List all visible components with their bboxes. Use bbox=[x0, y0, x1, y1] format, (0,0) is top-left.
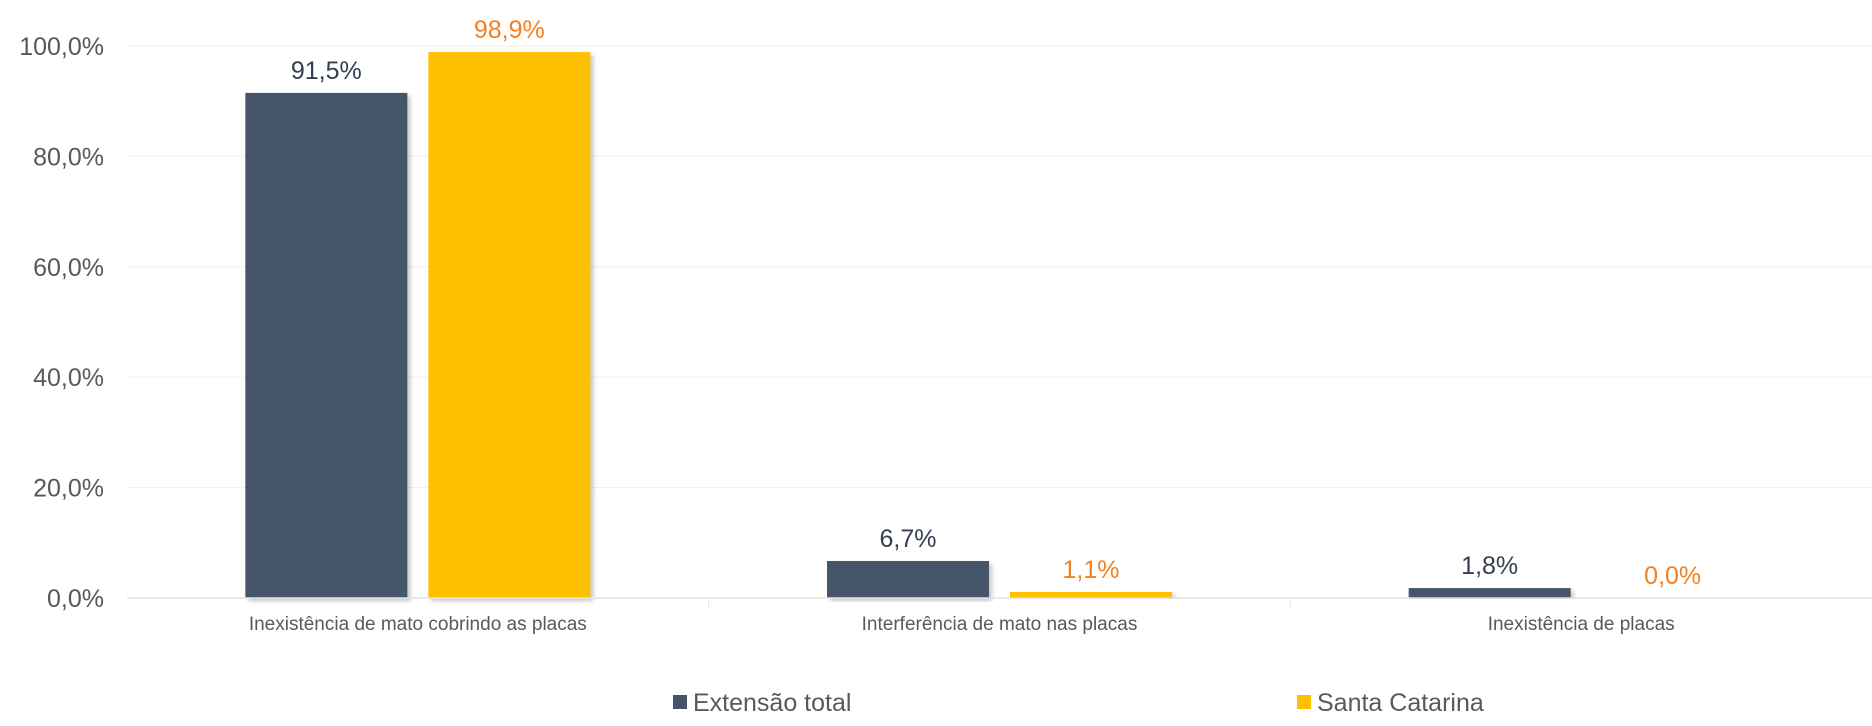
bars bbox=[245, 52, 1571, 599]
x-tick-label: Inexistência de mato cobrindo as placas bbox=[249, 614, 587, 635]
y-tick-label: 60,0% bbox=[33, 254, 104, 282]
legend-swatch bbox=[1297, 695, 1311, 709]
y-tick-label: 100,0% bbox=[19, 33, 104, 61]
data-label: 98,9% bbox=[474, 16, 545, 44]
legend-label: Santa Catarina bbox=[1317, 689, 1484, 717]
data-label: 1,1% bbox=[1063, 556, 1120, 584]
legend-label: Extensão total bbox=[693, 689, 851, 717]
bar bbox=[428, 52, 591, 598]
data-label: 6,7% bbox=[880, 525, 937, 553]
data-label: 91,5% bbox=[291, 57, 362, 85]
y-tick-label: 20,0% bbox=[33, 475, 104, 503]
legend: Extensão total Santa Catarina bbox=[673, 689, 1484, 717]
legend-swatch bbox=[673, 695, 687, 709]
data-label: 1,8% bbox=[1461, 552, 1518, 580]
x-axis: Inexistência de mato cobrindo as placas I… bbox=[127, 597, 1872, 635]
y-tick-label: 80,0% bbox=[33, 143, 104, 171]
y-tick-label: 40,0% bbox=[33, 364, 104, 392]
data-label: 0,0% bbox=[1644, 562, 1701, 590]
bar bbox=[1408, 588, 1571, 598]
data-labels: 91,5% 98,9% 6,7% 1,1% 1,8% 0,0% bbox=[291, 16, 1701, 590]
bar bbox=[245, 92, 408, 599]
x-tick-label: Inexistência de placas bbox=[1488, 614, 1675, 635]
x-tick-label: Interferência de mato nas placas bbox=[862, 614, 1138, 635]
y-tick-label: 0,0% bbox=[47, 585, 104, 613]
y-axis: 0,0% 20,0% 40,0% 60,0% 80,0% 100,0% bbox=[19, 33, 104, 613]
gridlines bbox=[127, 45, 1872, 489]
bar bbox=[1010, 591, 1172, 598]
bar bbox=[827, 561, 989, 598]
